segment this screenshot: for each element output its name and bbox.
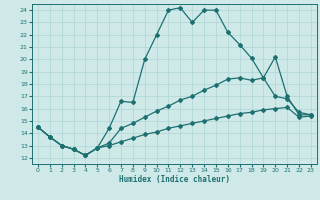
X-axis label: Humidex (Indice chaleur): Humidex (Indice chaleur) [119, 175, 230, 184]
